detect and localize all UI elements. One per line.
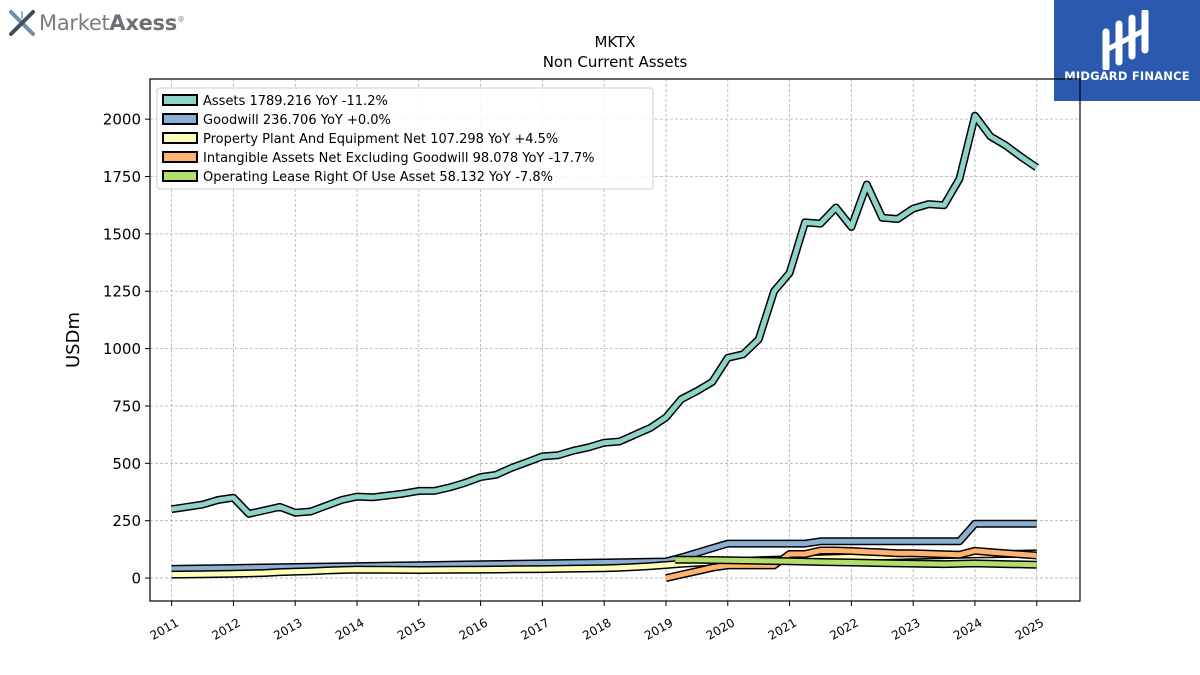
marketaxess-registered-mark: ®	[176, 15, 185, 24]
legend-label: Assets 1789.216 YoY -11.2%	[203, 94, 388, 109]
legend-swatch	[162, 113, 198, 125]
y-axis-label: USDm	[63, 312, 84, 368]
legend-label: Intangible Assets Net Excluding Goodwill…	[203, 151, 594, 166]
x-tick-label: 2014	[333, 615, 366, 642]
series-line	[171, 550, 1037, 578]
y-tick-label: 1250	[103, 283, 141, 301]
x-tick-label: 2015	[395, 615, 428, 642]
y-tick-label: 2000	[103, 111, 141, 129]
y-tick-label: 500	[112, 455, 141, 473]
x-tick-label: 2020	[704, 615, 737, 642]
y-tick-label: 1500	[103, 225, 141, 243]
series-line	[171, 521, 1037, 572]
plot-frame	[149, 78, 1081, 602]
marketaxess-logo: MarketAxess®	[8, 6, 185, 40]
x-tick-label: 2019	[642, 615, 675, 642]
chart-subtitle: Non Current Assets	[543, 53, 688, 71]
legend-swatch	[162, 170, 198, 182]
marketaxess-wordmark-part2: Axess	[109, 11, 177, 35]
x-tick-label: 2018	[580, 615, 613, 642]
legend-swatch	[162, 132, 198, 144]
marketaxess-wordmark: MarketAxess®	[39, 11, 185, 35]
legend-swatch	[162, 94, 198, 106]
y-tick-label: 1000	[103, 340, 141, 358]
x-tick-label: 2022	[827, 615, 860, 642]
series-line	[171, 113, 1039, 517]
marketaxess-x-icon	[9, 10, 35, 36]
x-tick-label: 2017	[518, 615, 551, 642]
midgard-finance-logo: MIDGARD FINANCE	[1054, 0, 1200, 101]
legend-label: Goodwill 236.706 YoY +0.0%	[203, 113, 391, 128]
y-tick-label: 0	[131, 570, 141, 588]
y-tick-label: 250	[112, 512, 141, 530]
x-tick-label: 2023	[889, 615, 922, 642]
marketaxess-wordmark-part1: Market	[39, 11, 110, 35]
legend-label: Property Plant And Equipment Net 107.298…	[203, 132, 558, 147]
legend-box	[156, 87, 654, 190]
legend-label: Operating Lease Right Of Use Asset 58.13…	[203, 170, 553, 185]
series-line	[675, 557, 1037, 568]
x-tick-label: 2025	[1013, 615, 1046, 642]
y-tick-label: 1750	[103, 168, 141, 186]
x-tick-label: 2024	[951, 615, 984, 642]
y-tick-label: 750	[112, 397, 141, 415]
midgard-finance-wordmark: MIDGARD FINANCE	[1064, 69, 1190, 83]
midgard-mark-icon	[1102, 10, 1149, 70]
x-tick-label: 2021	[766, 615, 799, 642]
x-tick-label: 2016	[457, 615, 490, 642]
x-tick-label: 2011	[148, 615, 181, 642]
x-tick-label: 2013	[271, 615, 304, 642]
series-line	[665, 548, 1037, 581]
legend-swatch	[162, 151, 198, 163]
chart-title: MKTX	[594, 33, 635, 51]
x-tick-label: 2012	[209, 615, 242, 642]
